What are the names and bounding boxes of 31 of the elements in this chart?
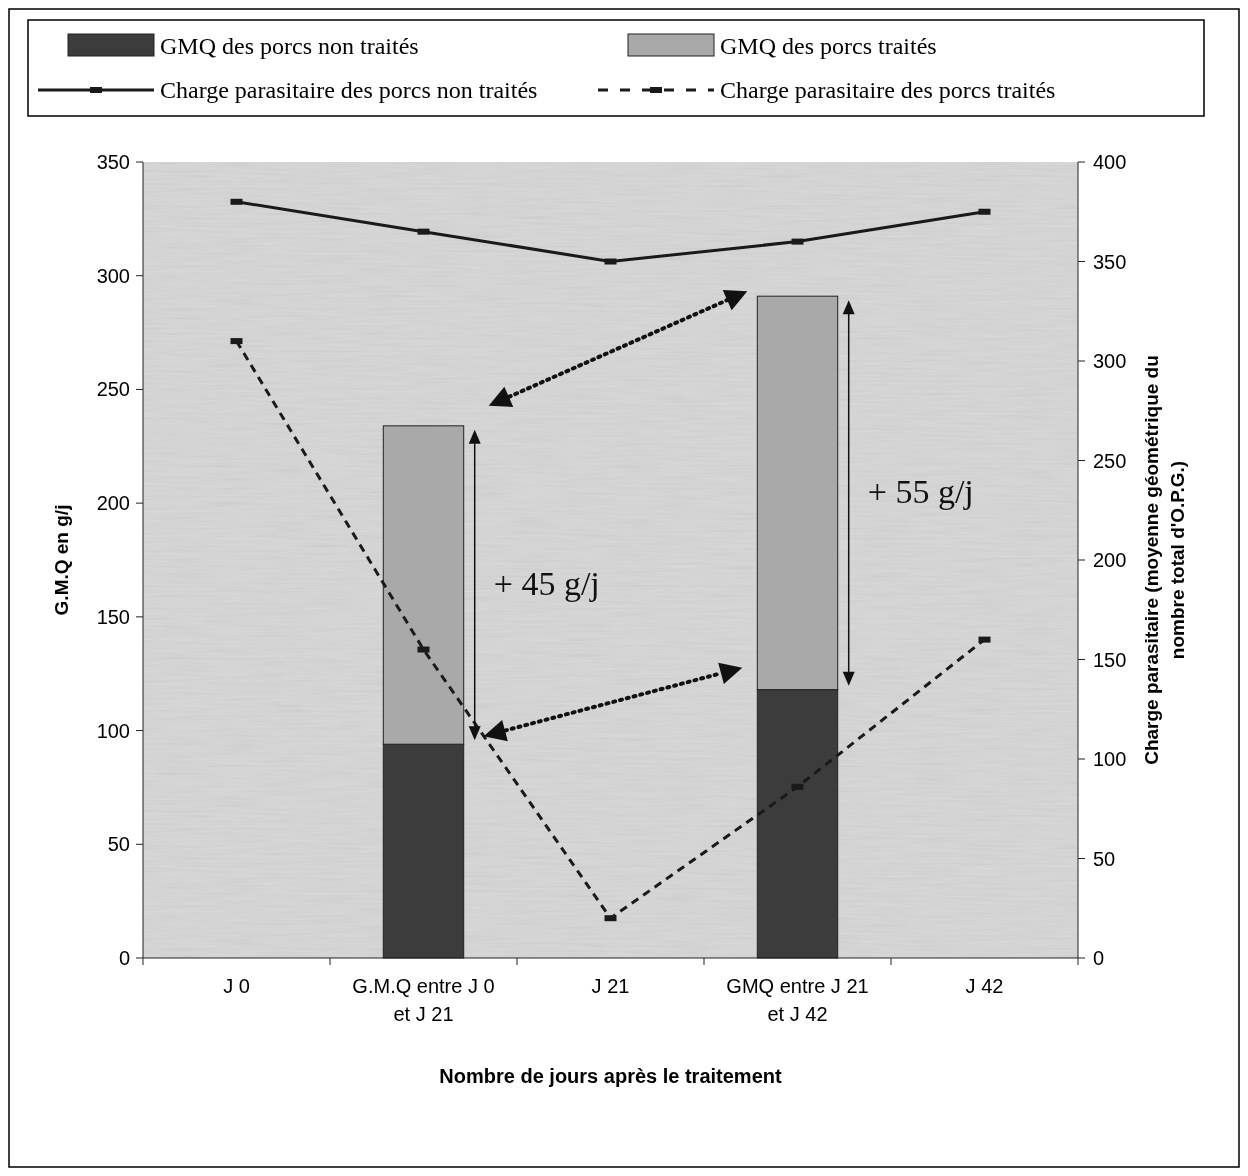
y-tick-label: 300 xyxy=(96,264,130,287)
y2-tick-label: 200 xyxy=(1093,549,1127,571)
y-tick-label: 50 xyxy=(107,833,130,856)
y-tick-label: 0 xyxy=(118,947,130,969)
y2-tick-label: 0 xyxy=(1093,947,1105,969)
y2-tick-label: 150 xyxy=(1093,648,1127,671)
legend-label: GMQ des porcs non traités xyxy=(160,33,419,60)
y2-tick-label: 350 xyxy=(1093,250,1127,273)
y2-axis-title: Charge parasitaire (moyenne géométrique du nombre total d'O.P.G.) xyxy=(1141,355,1188,765)
legend-label: Charge parasitaire des porcs traités xyxy=(720,77,1056,104)
annotation: + 45 g/j xyxy=(493,565,600,603)
y-tick-label: 200 xyxy=(96,492,130,515)
y-tick-label: 250 xyxy=(96,378,130,401)
x-tick-label: J 42 xyxy=(965,975,1004,997)
y2-tick-label: 50 xyxy=(1093,847,1116,870)
x-axis-title: Nombre de jours après le traitement xyxy=(439,1065,782,1087)
legend-label: GMQ des porcs traités xyxy=(720,33,937,60)
y2-tick-label: 300 xyxy=(1093,350,1127,372)
annotation: + 55 g/j xyxy=(867,472,974,510)
x-tick-label: G.M.Q entre J 0 et J 21 xyxy=(352,975,495,1025)
x-tick-label: J 0 xyxy=(223,975,250,997)
y2-tick-label: 250 xyxy=(1093,449,1127,472)
legend-label: Charge parasitaire des porcs non traités xyxy=(160,77,538,104)
y-axis-title: G.M.Q en g/j xyxy=(51,504,72,616)
x-tick-label: GMQ entre J 21 et J 42 xyxy=(726,975,869,1025)
y-tick-label: 150 xyxy=(96,605,130,628)
x-tick-label: J 21 xyxy=(591,975,630,997)
y2-tick-label: 100 xyxy=(1093,748,1127,770)
y-tick-label: 350 xyxy=(96,151,130,173)
y-tick-label: 100 xyxy=(96,719,130,742)
y2-tick-label: 400 xyxy=(1093,151,1127,173)
